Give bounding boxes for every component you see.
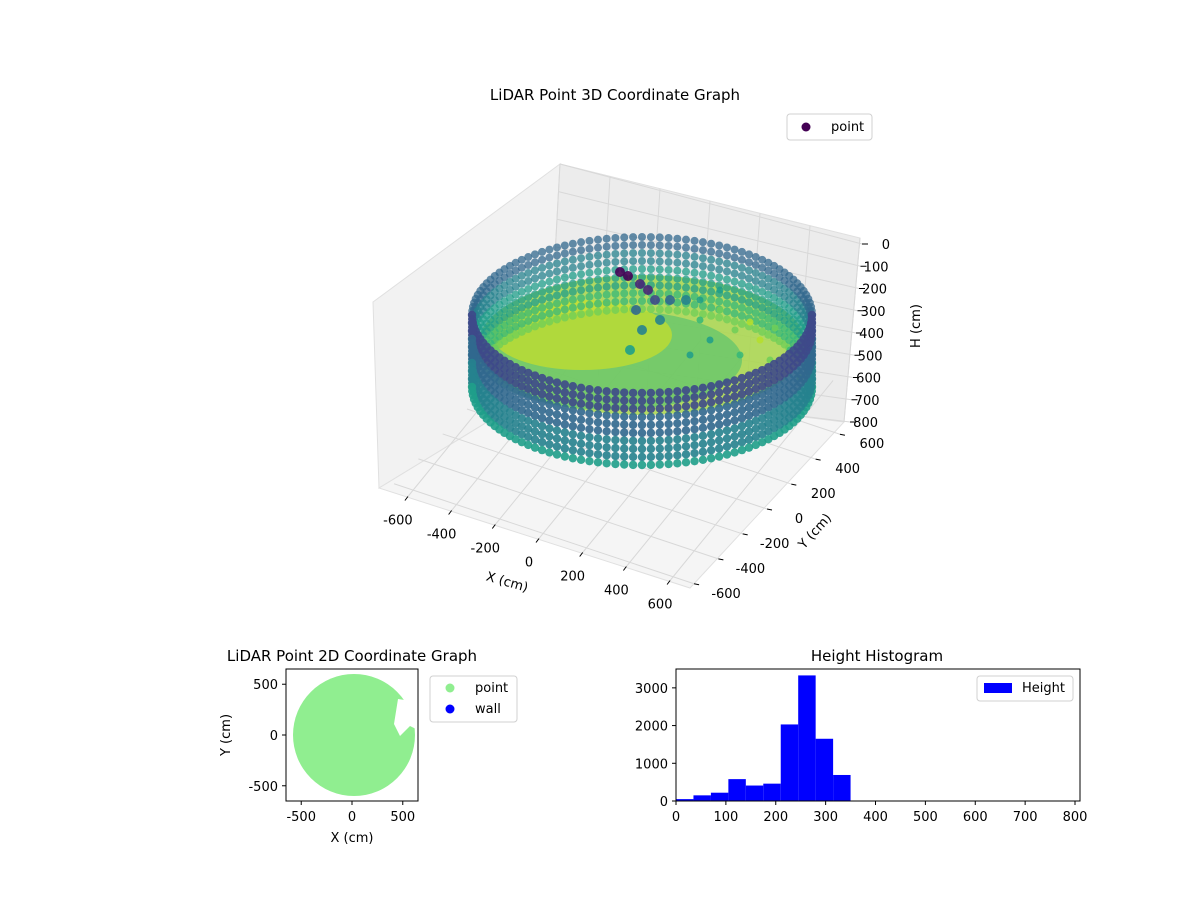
chart-3d-title: LiDAR Point 3D Coordinate Graph — [490, 86, 740, 104]
y-tick-label-3d: -600 — [711, 587, 741, 602]
histogram-bar — [710, 792, 729, 801]
y-tick-label-2d: 500 — [253, 678, 278, 693]
y-tick-label-3d: 200 — [811, 487, 836, 502]
x-tick-label-3d: -600 — [383, 514, 413, 529]
x-tick-label-hist: 500 — [913, 810, 938, 825]
x-axis-3d: -600 -400 -200 0 200 400 600 — [383, 496, 673, 613]
y-tick-label-3d: 400 — [835, 462, 860, 477]
chart-3d-zlabel: H (cm) — [909, 304, 924, 348]
histogram-bar — [728, 779, 746, 801]
point-cloud-3d — [467, 233, 817, 470]
x-tick-label-hist: 600 — [963, 810, 988, 825]
x-tick-label-hist: 300 — [813, 810, 838, 825]
legend-entry-point-2d: point — [475, 681, 508, 696]
legend-point-marker-2d — [445, 683, 455, 693]
histogram-bar — [815, 738, 834, 801]
x-tick-label-hist: 0 — [672, 810, 680, 825]
y-tick-label-hist: 1000 — [635, 757, 668, 772]
x-tick-label-hist: 700 — [1013, 810, 1038, 825]
x-tick-label-2d: -500 — [286, 810, 316, 825]
z-tick-label-3d: 300 — [861, 305, 886, 320]
z-tick-label-3d: 500 — [858, 349, 883, 364]
chart-2d-axes: -500 0 500 -500 0 500 — [248, 678, 415, 825]
chart-2d-legend: point wall — [429, 675, 518, 723]
z-tick-label-3d: 800 — [853, 416, 878, 431]
x-tick-label-hist: 200 — [763, 810, 788, 825]
z-tick-label-3d: 700 — [855, 394, 880, 409]
histogram-bar — [780, 724, 799, 801]
z-tick-label-3d: 600 — [856, 372, 881, 387]
z-tick-label-3d: 200 — [862, 283, 887, 298]
x-tick-label-3d: 0 — [525, 556, 533, 571]
chart-2d-ylabel: Y (cm) — [219, 714, 234, 757]
histogram-bar — [833, 774, 851, 801]
x-tick-label-3d: 400 — [604, 584, 629, 599]
y-tick-label-3d: -200 — [760, 537, 790, 552]
z-tick-label-3d: 400 — [859, 327, 884, 342]
histogram-axes: 0 100 200 300 400 500 600 700 800 0 1000 2000 3000 — [635, 682, 1088, 825]
histogram-bar — [763, 783, 781, 801]
y-tick-label-3d: 0 — [795, 512, 803, 527]
histogram-legend: Height — [976, 675, 1074, 702]
y-tick-label-3d: -400 — [736, 562, 766, 577]
y-tick-label-hist: 3000 — [635, 682, 668, 697]
point-disk — [293, 674, 415, 796]
legend-entry-height: Height — [1022, 681, 1065, 696]
legend-entry-wall: wall — [475, 702, 501, 717]
chart-2d-title: LiDAR Point 2D Coordinate Graph — [227, 647, 477, 665]
legend-wall-marker — [445, 704, 455, 714]
y-tick-label-3d: 600 — [860, 437, 885, 452]
chart-3d: LiDAR Point 3D Coordinate Graph -600 -400… — [372, 86, 924, 613]
z-tick-label-3d: 100 — [864, 260, 889, 275]
histogram-bar — [745, 785, 764, 801]
y-tick-label-2d: -500 — [248, 780, 278, 795]
legend-height-swatch — [984, 683, 1012, 693]
x-tick-label-3d: -200 — [471, 542, 501, 557]
x-tick-label-2d: 500 — [390, 810, 415, 825]
z-tick-label-3d: 0 — [882, 238, 890, 253]
chart-histogram: Height Histogram 0 100 200 300 400 500 600 700 8… — [635, 647, 1088, 825]
histogram-title: Height Histogram — [811, 647, 943, 665]
chart-3d-xlabel: X (cm) — [484, 569, 529, 595]
histogram-bar — [676, 799, 694, 801]
y-tick-label-hist: 0 — [660, 795, 668, 810]
y-tick-label-2d: 0 — [270, 729, 278, 744]
x-tick-label-3d: 200 — [560, 570, 585, 585]
histogram-bar — [693, 795, 711, 801]
x-tick-label-3d: -400 — [427, 528, 457, 543]
chart-2d: LiDAR Point 2D Coordinate Graph -500 0 500… — [219, 647, 518, 846]
point-gap — [394, 699, 418, 736]
y-tick-label-hist: 2000 — [635, 720, 668, 735]
chart-3d-legend: point — [786, 113, 873, 141]
chart-2d-xlabel: X (cm) — [331, 831, 374, 846]
z-axis-3d: 0 100 200 300 400 500 600 700 800 — [850, 238, 890, 431]
x-tick-label-hist: 800 — [1063, 810, 1088, 825]
x-tick-label-hist: 400 — [863, 810, 888, 825]
histogram-bar — [798, 675, 816, 801]
histogram-frame — [675, 668, 1081, 802]
x-tick-label-2d: 0 — [348, 810, 356, 825]
histogram-bars — [676, 675, 851, 801]
x-tick-label-3d: 600 — [648, 598, 673, 613]
legend-entry-point: point — [831, 120, 864, 135]
x-tick-label-hist: 100 — [713, 810, 738, 825]
legend-point-marker — [801, 122, 811, 132]
